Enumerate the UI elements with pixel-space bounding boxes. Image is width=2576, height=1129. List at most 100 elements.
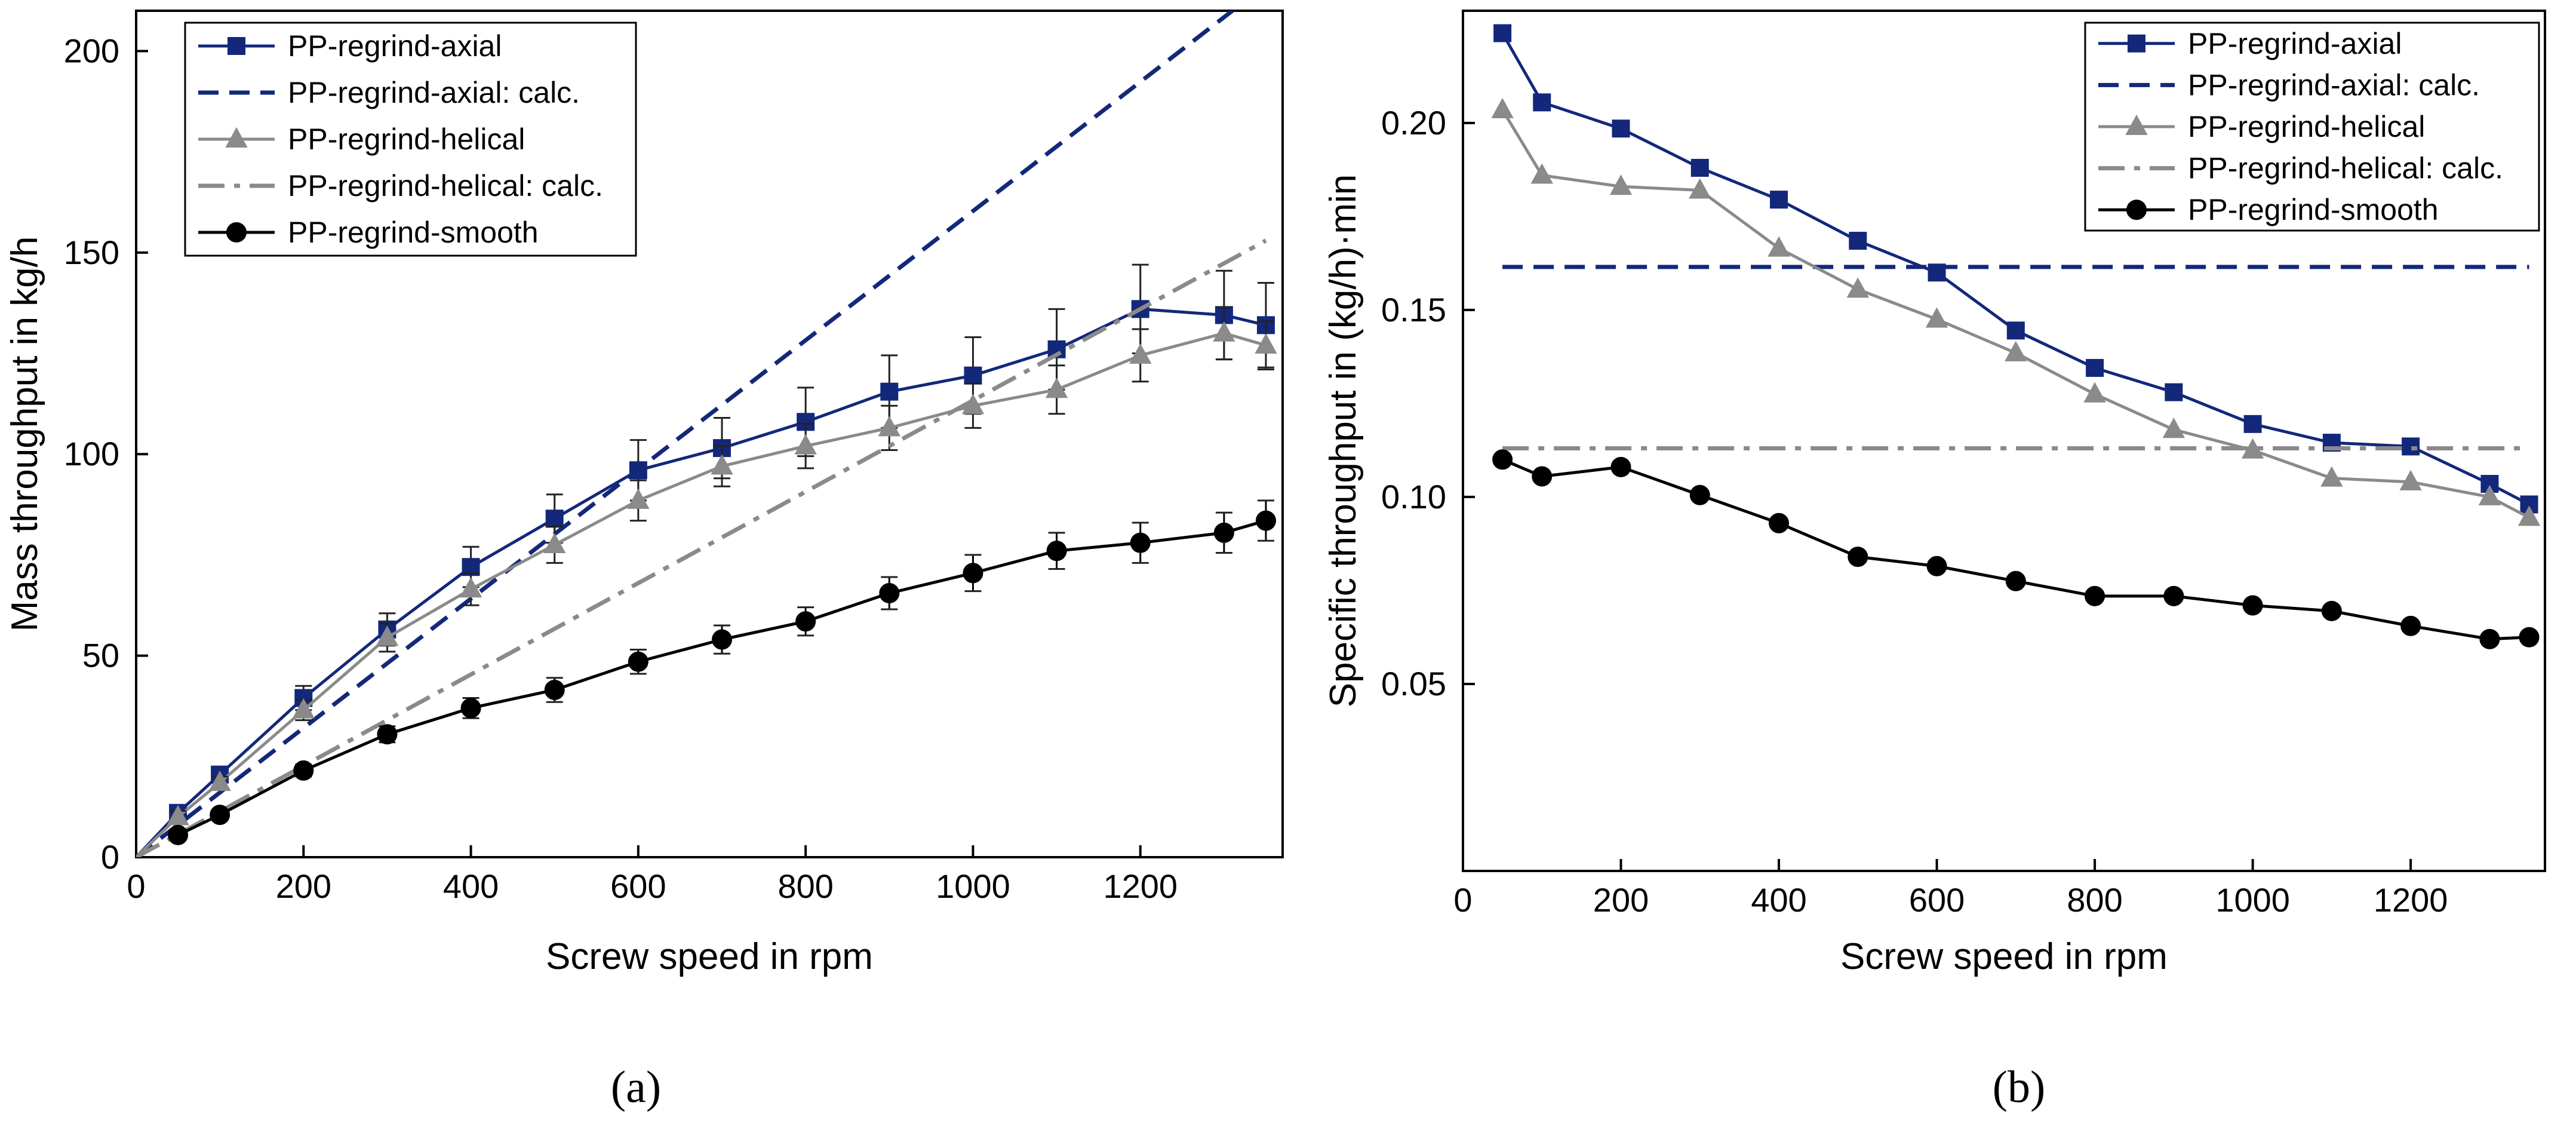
panel-b-data-point <box>2479 628 2500 649</box>
panel-a-data-point <box>879 583 900 604</box>
panel-a-x-tick-label: 1200 <box>1103 867 1178 905</box>
panel-b-legend-label: PP-regrind-axial <box>2188 27 2402 60</box>
panel-b-x-tick-label: 200 <box>1593 881 1649 919</box>
panel-b-x-tick-label: 400 <box>1751 881 1806 919</box>
panel-a-series-4 <box>168 499 1276 845</box>
panel-a-series-line <box>136 332 1267 857</box>
panel-b-data-point <box>1849 232 1867 250</box>
panel-a-data-point <box>1255 333 1277 354</box>
panel-a-series-3 <box>136 238 1267 857</box>
panel-a-legend-label: PP-regrind-smooth <box>288 216 539 249</box>
panel-a-data-point <box>377 724 398 745</box>
panel-a-data-point <box>167 805 189 826</box>
panel-a-data-point <box>1130 532 1151 553</box>
panel-b-y-tick-label: 0.15 <box>1381 291 1446 329</box>
panel-a-data-point <box>208 771 231 791</box>
panel-a-legend-label: PP-regrind-axial: calc. <box>288 76 580 109</box>
panel-b-data-point <box>2320 466 2343 487</box>
panel-a-x-tick-label: 1000 <box>936 867 1010 905</box>
panel-a-data-point <box>168 824 189 845</box>
panel-a-series-1 <box>136 11 1234 857</box>
panel-a-data-point <box>543 532 566 554</box>
panel-a-label: (a) <box>611 1062 661 1112</box>
panel-b-y-tick-label: 0.20 <box>1381 104 1446 142</box>
panel-a-y-tick-label: 0 <box>101 838 119 876</box>
panel-b-data-point <box>2399 470 2422 490</box>
panel-a-legend-label: PP-regrind-helical <box>288 122 525 156</box>
panel-a-y-tick-label: 50 <box>82 637 119 674</box>
panel-b-data-point <box>1491 97 1514 118</box>
panel-b-data-point <box>1493 24 1512 42</box>
panel-a-data-point <box>711 454 733 475</box>
panel-b-x-tick-label: 800 <box>2067 881 2122 919</box>
panel-a-y-tick-label: 200 <box>64 32 119 69</box>
panel-a-data-point <box>1129 343 1152 364</box>
panel-a-data-point <box>963 563 983 584</box>
panel-b-legend-marker <box>2128 34 2145 53</box>
panel-a-series-line <box>136 11 1234 857</box>
panel-b-data-point <box>2478 484 2501 505</box>
panel-b-x-tick-label: 1200 <box>2374 881 2448 919</box>
panel-b-data-point <box>1928 263 1946 282</box>
panel-b-data-point <box>1530 163 1553 184</box>
panel-b-data-point <box>1610 456 1631 477</box>
panel-b-data-point <box>1769 513 1790 533</box>
panel-b-legend-marker <box>2125 114 2148 135</box>
panel-a-x-tick-label: 200 <box>276 867 331 905</box>
panel-b-series-line <box>1502 458 2529 641</box>
panel-a-data-point <box>459 577 482 598</box>
panel-b-legend-label: PP-regrind-helical: calc. <box>2188 152 2503 185</box>
panel-a-legend: PP-regrind-axial PP-regrind-axial: calc. P… <box>184 22 637 257</box>
panel-a-legend-label: PP-regrind-helical: calc. <box>288 169 603 203</box>
panel-a-x-axis-title: Screw speed in rpm <box>546 936 873 977</box>
panel-a-data-point <box>210 805 230 826</box>
panel-a-y-tick-label: 100 <box>64 435 119 473</box>
panel-b-data-point <box>1609 174 1633 195</box>
panel-b-data-point <box>2321 600 2342 621</box>
panel-b-data-point <box>1767 236 1790 257</box>
panel-a-data-point <box>1045 378 1068 398</box>
panel-a-data-point <box>628 651 648 672</box>
panel-b-data-point <box>2517 505 2541 526</box>
panel-a-data-point <box>460 698 481 719</box>
panel-a-y-axis-title: Mass throughput in kg/h <box>4 237 45 632</box>
panel-b-legend-label: PP-regrind-axial: calc. <box>2188 68 2480 102</box>
panel-b-legend-marker <box>2126 200 2147 220</box>
panel-b-series-0 <box>1493 24 2538 514</box>
panel-b-data-point <box>2242 595 2263 616</box>
panel-a-x-tick-label: 800 <box>777 867 833 905</box>
panel-b-series-2 <box>1491 97 2541 526</box>
panel-b-y-tick-label: 0.05 <box>1381 665 1446 702</box>
panel-b-data-point <box>2006 321 2025 340</box>
panel-a-data-point <box>627 488 650 509</box>
panel-a-series-2 <box>136 306 1277 857</box>
panel-b-legend: PP-regrind-axial PP-regrind-axial: calc. P… <box>2084 22 2540 232</box>
panel-a-x-tick-label: 0 <box>127 867 145 905</box>
panel-b-x-tick-label: 0 <box>1453 881 1472 919</box>
panel-b-data-point <box>1532 466 1553 487</box>
panel-a-data-point <box>293 760 314 781</box>
panel-b-label: (b) <box>1993 1062 2046 1112</box>
panel-b-data-point <box>2083 382 2106 403</box>
panel-a-legend-marker <box>226 222 247 243</box>
panel-b-legend-label: PP-regrind-smooth <box>2188 193 2439 226</box>
panel-b-data-point <box>2163 585 2184 606</box>
panel-a-y-tick-label: 150 <box>64 234 119 271</box>
panel-b-legend-label: PP-regrind-helical <box>2188 110 2425 143</box>
panel-b-data-point <box>1492 449 1513 470</box>
panel-a-plot-frame <box>135 10 1284 858</box>
panel-b-data-point <box>2400 615 2421 636</box>
panel-a-data-point <box>1213 522 1234 543</box>
panel-a-data-point <box>376 625 399 646</box>
panel-a-data-point <box>1255 510 1276 531</box>
panel-b-data-point <box>2243 415 2262 433</box>
panel-a-data-point <box>292 698 315 719</box>
panel-b-y-tick-label: 0.10 <box>1381 478 1446 516</box>
panel-b-x-axis-title: Screw speed in rpm <box>1840 936 2168 977</box>
panel-a-data-point <box>880 382 899 401</box>
panel-b-plot-frame <box>1462 10 2546 872</box>
panel-b-data-point <box>1612 119 1630 138</box>
panel-b-plot-area <box>1491 24 2541 649</box>
panel-a-series-line <box>136 307 1267 857</box>
